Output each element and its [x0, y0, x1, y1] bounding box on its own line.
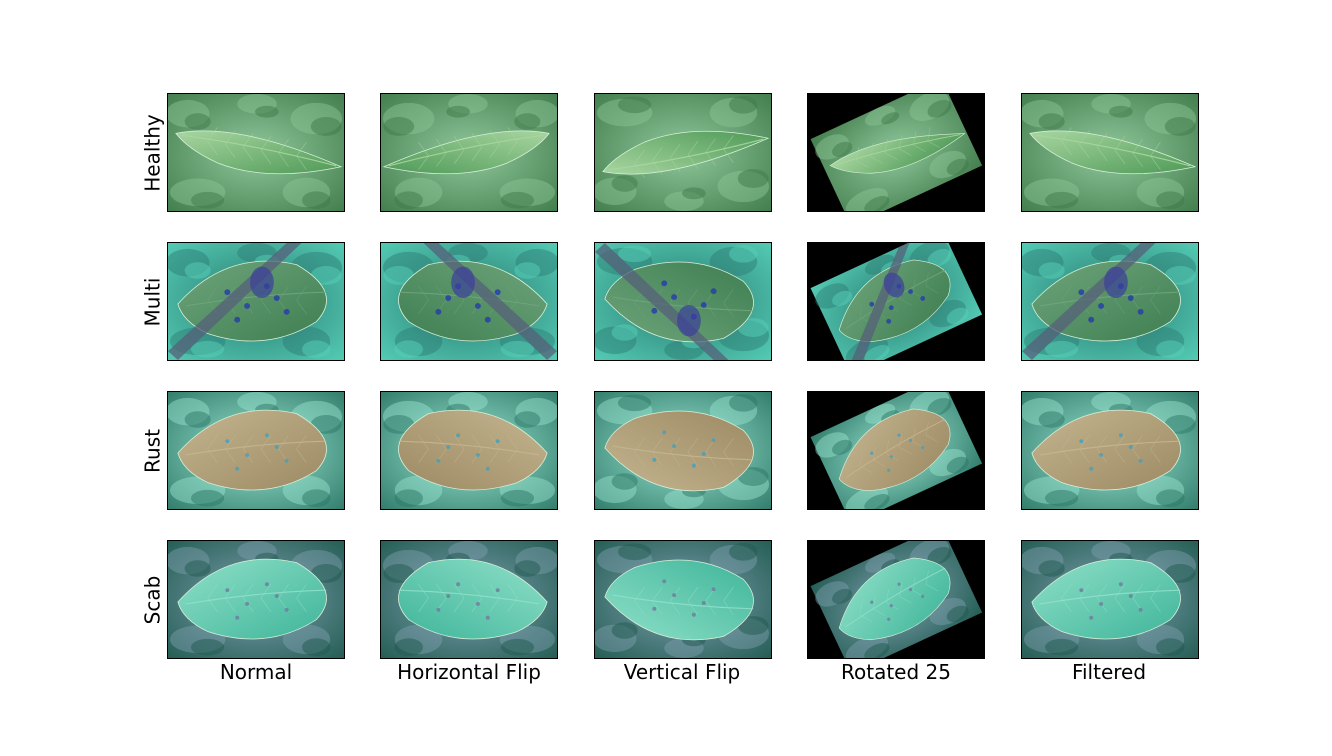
row-label-rust: Rust — [140, 429, 165, 473]
image-tile — [807, 242, 985, 361]
leaf-image — [168, 541, 344, 658]
leaf-image — [381, 392, 557, 509]
image-tile — [167, 93, 345, 212]
image-tile — [807, 540, 985, 659]
leaf-image — [381, 243, 557, 360]
leaf-image — [168, 243, 344, 360]
image-tile — [1021, 93, 1199, 212]
image-tile — [807, 391, 985, 510]
image-tile — [167, 540, 345, 659]
image-tile — [807, 93, 985, 212]
image-tile — [1021, 242, 1199, 361]
image-tile — [167, 391, 345, 510]
image-tile — [380, 242, 558, 361]
leaf-image — [808, 94, 984, 211]
image-tile — [167, 242, 345, 361]
image-tile — [594, 391, 772, 510]
leaf-image — [808, 392, 984, 509]
leaf-image — [381, 541, 557, 658]
image-tile — [380, 391, 558, 510]
image-tile — [1021, 391, 1199, 510]
leaf-image — [595, 392, 771, 509]
column-label-normal: Normal — [219, 660, 293, 684]
leaf-image — [595, 541, 771, 658]
image-tile — [1021, 540, 1199, 659]
leaf-image — [1022, 541, 1198, 658]
leaf-image — [381, 94, 557, 211]
row-label-healthy: Healthy — [140, 114, 165, 192]
row-label-multi: Multi — [140, 277, 165, 327]
image-tile — [594, 540, 772, 659]
row-label-scab: Scab — [140, 575, 165, 625]
leaf-image — [1022, 94, 1198, 211]
leaf-image — [595, 243, 771, 360]
leaf-image — [808, 243, 984, 360]
column-label-filtered: Filtered — [1071, 660, 1147, 684]
column-label-horizontal-flip: Horizontal Flip — [397, 660, 541, 684]
leaf-image — [168, 392, 344, 509]
image-tile — [594, 242, 772, 361]
leaf-image — [595, 94, 771, 211]
leaf-image — [168, 94, 344, 211]
image-tile — [594, 93, 772, 212]
column-label-rotated-25: Rotated 25 — [841, 660, 951, 684]
image-tile — [380, 540, 558, 659]
column-label-vertical-flip: Vertical Flip — [623, 660, 741, 684]
leaf-image — [1022, 392, 1198, 509]
image-tile — [380, 93, 558, 212]
leaf-image — [1022, 243, 1198, 360]
leaf-image — [808, 541, 984, 658]
